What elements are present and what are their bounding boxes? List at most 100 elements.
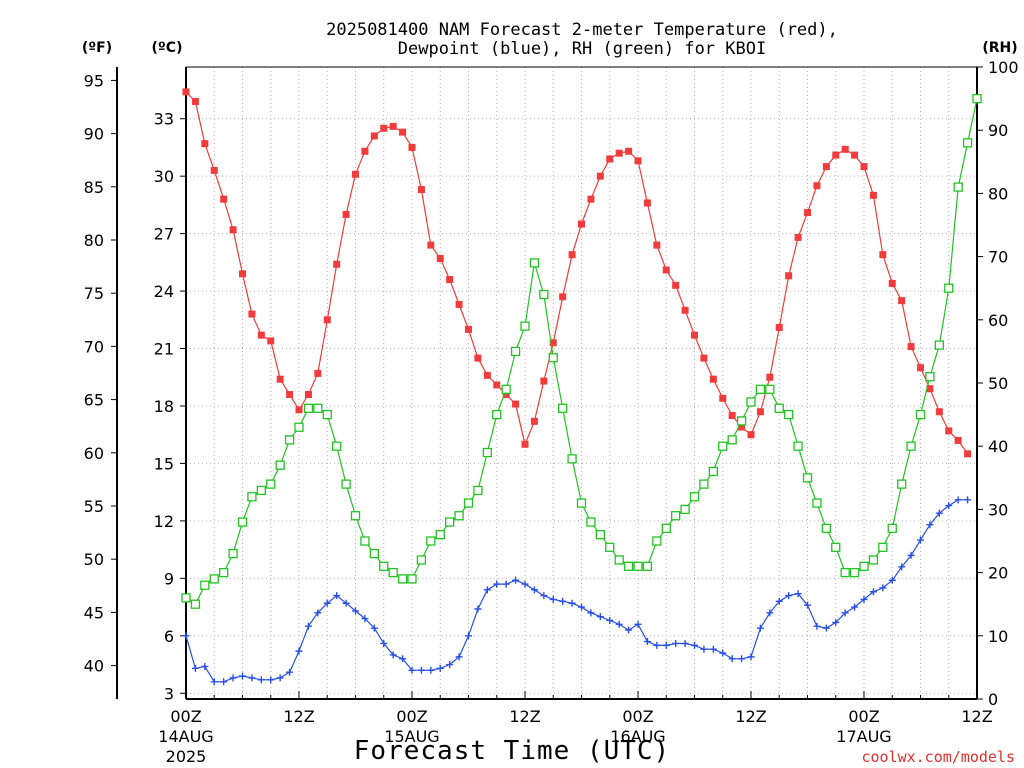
temperature-point bbox=[408, 143, 416, 151]
dewpoint-point bbox=[851, 603, 859, 611]
temperature-point bbox=[719, 394, 727, 402]
temperature-point bbox=[747, 431, 755, 439]
rh-tick-label: 100 bbox=[988, 58, 1019, 77]
rh-point bbox=[200, 580, 210, 590]
dewpoint-point bbox=[530, 586, 538, 594]
temperature-point bbox=[898, 297, 906, 305]
dewpoint-point bbox=[512, 576, 520, 584]
rh-point bbox=[953, 182, 963, 192]
rh-point bbox=[831, 542, 841, 552]
rh-point bbox=[812, 498, 822, 508]
temperature-point bbox=[756, 408, 764, 416]
dewpoint-point bbox=[361, 615, 369, 623]
fahrenheit-tick-label: 45 bbox=[84, 603, 104, 622]
rh-point bbox=[821, 523, 831, 534]
temperature-point bbox=[832, 151, 840, 159]
rh-point bbox=[906, 441, 916, 451]
fahrenheit-tick-label: 40 bbox=[84, 657, 104, 676]
rh-point bbox=[426, 536, 436, 546]
dewpoint-point bbox=[700, 645, 708, 653]
dewpoint-point bbox=[954, 496, 962, 504]
x-tick-year-label: 2025 bbox=[166, 747, 207, 766]
temperature-point bbox=[201, 140, 209, 148]
rh-point bbox=[482, 447, 492, 458]
temperature-point bbox=[691, 331, 698, 339]
dewpoint-point bbox=[276, 674, 284, 682]
dewpoint-point bbox=[898, 563, 906, 571]
x-tick-label: 12Z bbox=[961, 707, 992, 726]
dewpoint-point bbox=[945, 502, 953, 510]
rh-point bbox=[266, 479, 276, 489]
dewpoint-point bbox=[596, 613, 604, 621]
fahrenheit-axis: 40 45 50 55 60 65 70 75 80 85 90 95 bbox=[84, 71, 117, 676]
dewpoint-point bbox=[304, 622, 312, 630]
temperature-point bbox=[907, 343, 915, 351]
dewpoint-point bbox=[408, 666, 416, 674]
rh-point bbox=[510, 346, 521, 357]
rh-point bbox=[605, 542, 615, 552]
rh-point bbox=[793, 441, 803, 451]
rh-point bbox=[586, 517, 596, 527]
temperature-point bbox=[869, 191, 877, 199]
temperature-point bbox=[267, 337, 275, 345]
dewpoint-point bbox=[709, 645, 717, 653]
dewpoint-point bbox=[606, 616, 614, 624]
temperature-point bbox=[559, 293, 567, 301]
dewpoint-point bbox=[860, 595, 868, 603]
temperature-point bbox=[643, 199, 651, 207]
rh-point bbox=[962, 138, 973, 148]
dewpoint-point bbox=[747, 653, 755, 661]
dewpoint-point bbox=[286, 668, 294, 676]
dewpoint-point bbox=[267, 676, 275, 684]
temperature-point bbox=[917, 364, 924, 372]
rh-point bbox=[595, 530, 605, 540]
dewpoint-point bbox=[691, 641, 698, 649]
rh-point bbox=[407, 574, 417, 584]
temperature-point bbox=[888, 279, 896, 287]
dewpoint-point bbox=[832, 618, 840, 626]
dewpoint-point bbox=[926, 521, 934, 529]
rh-point bbox=[454, 511, 464, 521]
celsius-tick-label: 3 bbox=[164, 684, 174, 703]
rh-point bbox=[539, 289, 549, 300]
rh-point bbox=[190, 599, 201, 609]
dewpoint-point bbox=[257, 676, 265, 684]
x-tick-date-label: 16AUG bbox=[610, 727, 665, 746]
rh-point bbox=[576, 498, 587, 508]
dewpoint-point bbox=[653, 641, 661, 649]
dewpoint-point bbox=[738, 655, 746, 663]
rh-point bbox=[473, 485, 483, 496]
dewpoint-point bbox=[465, 632, 472, 640]
temperature-point bbox=[954, 436, 962, 444]
dewpoint-point bbox=[389, 651, 397, 659]
rh-point bbox=[699, 479, 709, 489]
rh-point bbox=[680, 504, 690, 515]
rh-point bbox=[501, 384, 511, 394]
temperature-point bbox=[700, 354, 708, 362]
chart-title-line2: Dewpoint (blue), RH (green) for KBOI bbox=[398, 39, 766, 59]
temperature-point bbox=[549, 339, 557, 347]
dewpoint-point bbox=[917, 536, 924, 544]
fahrenheit-tick-label: 55 bbox=[84, 497, 104, 516]
dewpoint-point bbox=[549, 595, 557, 603]
grid-lines bbox=[186, 67, 977, 699]
temperature-point bbox=[540, 377, 548, 385]
dewpoint-point bbox=[210, 678, 218, 686]
temperature-point bbox=[361, 147, 369, 155]
rh-point bbox=[284, 435, 295, 445]
temperature-point bbox=[352, 170, 359, 178]
temperature-point bbox=[634, 157, 642, 165]
temperature-point bbox=[804, 209, 811, 217]
temperature-point bbox=[380, 124, 388, 132]
dewpoint-point bbox=[775, 597, 783, 605]
temperature-point bbox=[314, 369, 322, 377]
rh-point bbox=[642, 561, 653, 571]
temperature-point bbox=[794, 233, 802, 241]
x-tick-label: 00Z bbox=[396, 707, 427, 726]
temperature-point bbox=[248, 310, 256, 318]
rh-point bbox=[774, 403, 784, 413]
rh-point bbox=[661, 523, 671, 534]
rh-point bbox=[736, 416, 747, 426]
rh-point bbox=[689, 492, 700, 502]
rh-point bbox=[520, 321, 530, 331]
